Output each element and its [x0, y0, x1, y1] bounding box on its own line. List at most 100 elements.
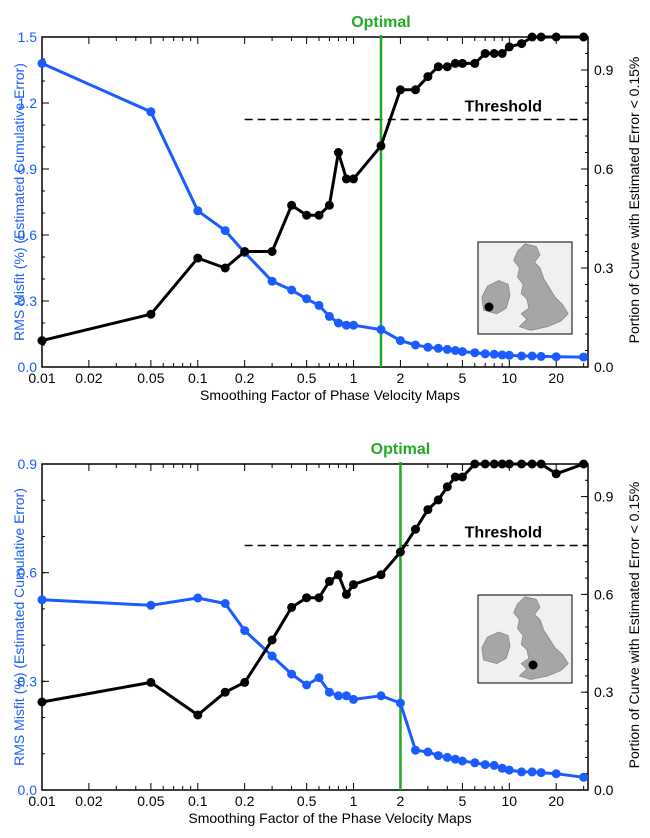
portion-point [193, 710, 203, 720]
y-axis-right-label: Portion of Curve with Estimated Error < … [626, 482, 642, 769]
misfit-point [376, 325, 386, 335]
misfit-point [433, 751, 443, 761]
x-axis: 0.01 0.02 0.05 0.1 0.2 0.5 1 2 5 10 20 [28, 464, 585, 809]
misfit-point [527, 767, 537, 777]
misfit-point [349, 320, 358, 330]
x-axis-label: Smoothing Factor of the Phase Velocity M… [188, 810, 471, 826]
portion-point [579, 459, 589, 469]
great-britain-shape [513, 596, 569, 680]
portion-point [480, 49, 490, 58]
ireland-shape [481, 631, 511, 665]
misfit-point [302, 294, 312, 304]
threshold-label: Threshold [465, 99, 542, 116]
misfit-point [442, 752, 452, 762]
misfit-point [411, 745, 420, 755]
portion-point [497, 49, 507, 58]
portion-point [504, 459, 514, 469]
misfit-series [37, 58, 589, 362]
misfit-point [457, 756, 467, 766]
portion-point [267, 635, 277, 645]
y-left-tick-label: 0.3 [18, 293, 38, 309]
misfit-point [489, 349, 499, 359]
portion-point [504, 42, 514, 52]
misfit-point [579, 352, 589, 362]
portion-point [324, 576, 334, 586]
misfit-point [302, 680, 312, 690]
misfit-point [333, 691, 343, 701]
x-tick-label: 0.1 [188, 370, 208, 386]
optimal-label: Optimal [371, 441, 431, 458]
portion-point [480, 459, 490, 469]
portion-point [37, 336, 47, 346]
portion-point [146, 677, 156, 687]
portion-point [37, 697, 47, 707]
y-left-tick-label: 0.0 [18, 782, 38, 798]
x-tick-label: 1 [350, 793, 358, 809]
portion-point [376, 141, 386, 151]
portion-point [302, 593, 312, 603]
x-tick-label: 2 [397, 370, 405, 386]
y-axis-left-label: RMS Misfit (%) (Estimated Cumulative Err… [11, 488, 27, 766]
misfit-point [324, 311, 334, 321]
portion-point [324, 200, 334, 210]
misfit-point [527, 351, 537, 361]
y-right-tick-label: 0.3 [594, 684, 614, 700]
portion-point [551, 469, 561, 479]
misfit-point [220, 226, 230, 236]
portion-point [333, 570, 343, 580]
misfit-point [324, 687, 334, 697]
portion-point [193, 253, 203, 263]
portion-point [220, 687, 230, 697]
portion-point [457, 472, 467, 482]
x-tick-label: 10 [502, 793, 518, 809]
portion-point [457, 58, 467, 68]
portion-point [470, 58, 480, 68]
portion-point [450, 472, 460, 482]
x-tick-label: 5 [459, 793, 467, 809]
misfit-point [433, 343, 443, 353]
x-tick-label: 1 [350, 370, 358, 386]
portion-point [341, 589, 351, 599]
great-britain-shape [513, 243, 569, 331]
portion-point [349, 580, 358, 590]
y-axis-right-label: Portion of Curve with Estimated Error < … [626, 57, 642, 344]
misfit-point [411, 340, 420, 350]
misfit-point [287, 285, 297, 295]
y-left-tick-label: 1.5 [18, 29, 38, 45]
y-right-tick-label: 0.6 [594, 586, 614, 602]
map-inset [477, 241, 573, 335]
portion-point [450, 58, 460, 68]
portion-point [349, 174, 358, 184]
portion-point [287, 200, 297, 210]
x-tick-label: 0.02 [75, 370, 102, 386]
misfit-point [470, 348, 480, 358]
portion-point [489, 459, 499, 469]
y-axis-right: 0.0 0.3 0.6 0.9 [581, 36, 614, 375]
misfit-point [341, 691, 351, 701]
misfit-point [536, 351, 546, 361]
y-right-tick-label: 0.9 [594, 489, 614, 505]
y-axis-left: 0.0 0.3 0.6 0.9 [18, 456, 49, 798]
misfit-point [442, 344, 452, 354]
portion-point [489, 49, 499, 58]
portion-point [517, 39, 527, 49]
misfit-point [517, 767, 527, 777]
misfit-point [37, 595, 47, 605]
y-left-tick-label: 0.3 [18, 673, 38, 689]
portion-point [240, 247, 250, 256]
misfit-point [287, 669, 297, 679]
chart-panel-top: 0.01 0.02 0.05 0.1 0.2 0.5 1 2 5 10 20 0.0 0.3 0.6 0.9… [11, 14, 642, 403]
portion-point [433, 495, 443, 505]
misfit-point [333, 318, 343, 328]
misfit-point [470, 758, 480, 768]
misfit-point [423, 747, 433, 757]
portion-point [442, 62, 452, 72]
misfit-point [193, 593, 203, 603]
misfit-point [146, 600, 156, 610]
y-left-tick-label: 1.2 [18, 95, 38, 111]
misfit-point [395, 336, 405, 346]
x-tick-label: 10 [502, 370, 518, 386]
portion-point [527, 32, 537, 42]
portion-point [423, 72, 433, 82]
misfit-point [37, 58, 47, 68]
